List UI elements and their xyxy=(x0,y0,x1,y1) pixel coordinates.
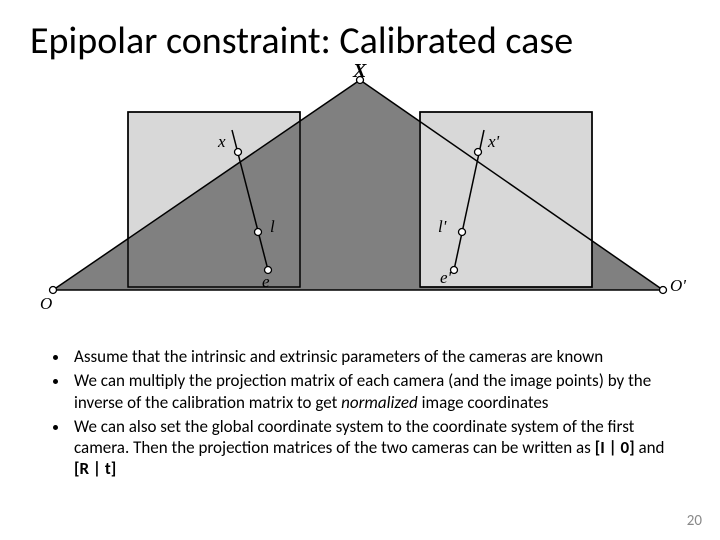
point-O xyxy=(50,287,57,294)
point-eprime-on-line xyxy=(459,229,466,236)
label-x: x xyxy=(218,132,226,152)
point-xprime xyxy=(475,149,482,156)
bullet-item: We can multiply the projection matrix of… xyxy=(70,370,670,413)
diagram-svg xyxy=(0,72,720,332)
label-xprime: x' xyxy=(488,132,499,152)
label-O: O xyxy=(40,294,52,314)
point-Oprime xyxy=(660,287,667,294)
slide-number: 20 xyxy=(687,512,702,530)
label-lprime: l' xyxy=(438,217,446,237)
bullet-item: Assume that the intrinsic and extrinsic … xyxy=(70,346,670,367)
label-Oprime: O' xyxy=(670,276,686,296)
label-l: l xyxy=(270,217,275,237)
label-eprime: e' xyxy=(440,268,451,288)
epipolar-diagram: X x x' l l' e e' O O' xyxy=(0,72,720,332)
point-e-on-line xyxy=(255,229,262,236)
bullet-item: We can also set the global coordinate sy… xyxy=(70,416,670,480)
point-x xyxy=(235,149,242,156)
point-eprime xyxy=(451,267,458,274)
label-X: X xyxy=(353,60,366,83)
label-e: e xyxy=(262,272,270,292)
bullet-list: Assume that the intrinsic and extrinsic … xyxy=(0,332,720,480)
right-image-plane xyxy=(420,112,592,287)
